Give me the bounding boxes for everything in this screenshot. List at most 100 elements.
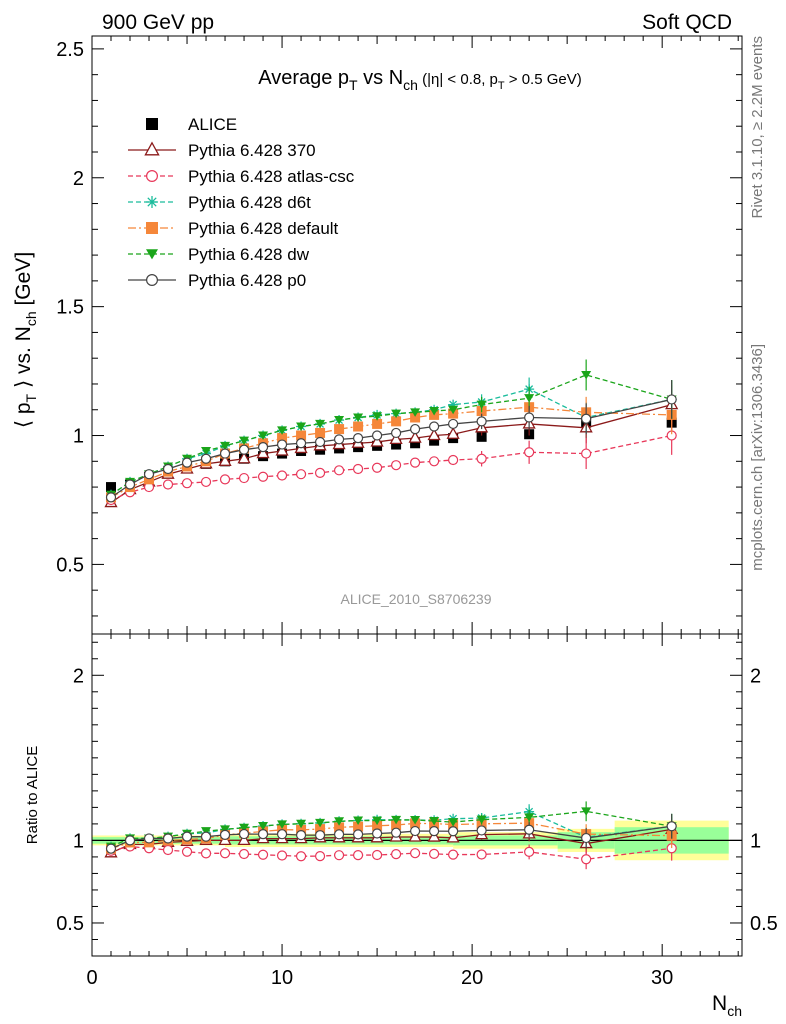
ratio-point [371,828,383,839]
ratio-point [429,826,440,837]
ratio-point [201,827,212,836]
ratio-point [371,849,383,861]
ratio-point [315,824,326,835]
ratio-point [448,849,459,860]
data-point [257,442,269,453]
ratio-point [277,820,288,829]
ratio-point [409,848,421,859]
ylabel-sub-1: T [23,393,39,402]
legend-label: Pythia 6.428 dw [188,245,310,264]
ratio-point [315,818,326,828]
data-point [372,412,383,421]
data-point [476,416,487,427]
ratio-point [353,821,364,832]
ratio-ylabel: Ratio to ALICE [24,746,41,844]
ratio-point [295,851,307,862]
data-point [218,453,232,466]
data-point [391,409,402,419]
xlabel-sub: ch [727,1003,742,1019]
ylabel-sub-2: ch [23,311,39,326]
data-point [181,478,193,489]
header-left: 900 GeV pp [102,11,214,34]
data-point [201,446,212,456]
data-point [333,434,345,445]
data-point [371,430,383,441]
ratio-point [352,829,364,840]
data-point [277,433,288,444]
ratio-point [352,850,364,861]
series-6 [105,380,677,503]
main-ytick-label: 0.5 [56,554,84,576]
ratio-point [276,850,288,861]
data-point [275,443,289,456]
ratio-point [162,833,174,844]
data-point [352,433,364,444]
ratio-ytick-label-right: 1 [750,830,761,852]
data-point [581,413,592,424]
ratio-point [581,807,592,816]
ratio-point [219,829,231,841]
ratio-point [410,815,421,825]
data-point [296,430,307,441]
ratio-point [390,827,402,838]
ratio-point [372,820,383,831]
ratio-point [476,849,487,860]
data-point [295,469,307,480]
ratio-point [391,815,402,825]
data-point [448,399,459,410]
data-point [476,400,487,410]
data-point [315,419,326,429]
title-part-3: (|η| < 0.8, p [418,71,498,88]
data-point [144,474,155,485]
ratio-point [476,815,487,825]
legend-label: Pythia 6.428 p0 [188,271,306,290]
ratio-ytick-label: 0.5 [56,913,84,935]
data-point [295,438,307,449]
data-point [258,431,269,441]
data-point [257,471,269,482]
data-point [446,426,460,439]
ratio-point [181,846,193,857]
main-ytick-label: 1 [73,426,84,448]
main-ylabel: ⟨ pT ⟩ vs. Nch [GeV] [12,252,39,428]
ratio-ytick-label: 1 [73,830,84,852]
legend-label: Pythia 6.428 d6t [188,193,311,212]
data-point [239,436,250,446]
x-tick-label: 20 [461,967,483,989]
ratio-ytick-label-right: 2 [750,665,761,687]
title-part-4: > 0.5 GeV) [505,71,582,88]
data-point [276,470,288,481]
ratio-point [238,848,250,860]
data-point [448,454,459,466]
legend-label: Pythia 6.428 default [188,219,339,238]
ratio-point [124,835,136,846]
ratio-point [446,830,460,843]
ratio-point [237,833,251,846]
ratio-point [429,848,440,859]
data-point [237,451,251,464]
data-point [429,407,440,416]
ratio-frame [91,633,743,957]
x-tick-label: 10 [271,967,293,989]
ratio-point [296,824,307,835]
data-point [410,438,421,449]
data-point [429,456,440,467]
legend-marker [146,118,158,130]
ratio-point [448,826,459,837]
data-point [410,412,421,423]
data-point [581,370,592,380]
data-point [524,447,535,458]
data-point [353,421,364,432]
legend-marker [144,141,160,156]
ratio-series-6 [105,813,677,854]
legend-marker [146,222,158,234]
x-tick-label: 0 [86,967,97,989]
ratio-point [258,822,269,831]
data-point [448,405,459,415]
main-ytick-label: 1.5 [56,297,84,319]
ratio-point [353,816,364,826]
data-point [390,460,402,471]
title-sub-1: T [349,77,358,93]
ratio-point [200,848,212,859]
